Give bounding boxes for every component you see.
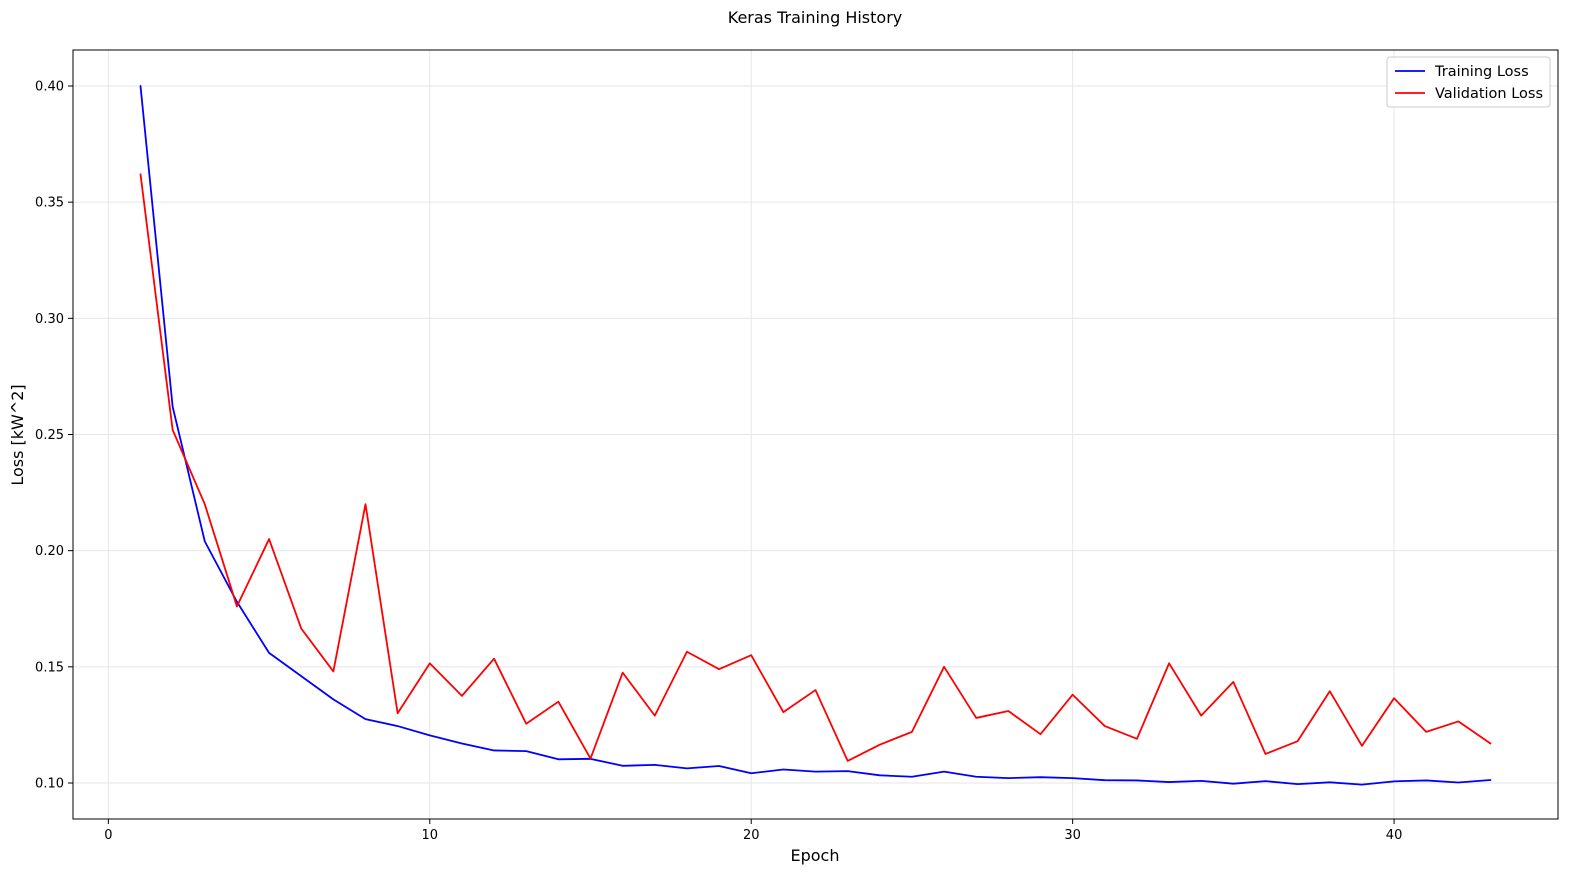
y-tick-label: 0.10 (35, 776, 64, 791)
series-line-validation-loss (139, 173, 1492, 762)
x-tick-label: 0 (104, 828, 112, 843)
y-tick-label: 0.40 (35, 80, 64, 95)
chart-title: Keras Training History (728, 8, 902, 27)
grid-layer (73, 50, 1558, 819)
ticks-layer: 0 10 20 30 40 0.10 0.15 0.20 0.25 0.30 0.35 0.40 (35, 80, 1402, 843)
x-tick-label: 10 (422, 828, 439, 843)
legend: Training Loss Validation Loss (1386, 56, 1551, 108)
x-tick-label: 30 (1064, 828, 1081, 843)
y-tick-label: 0.20 (35, 544, 64, 559)
series-layer (139, 85, 1492, 786)
x-axis-title: Epoch (791, 846, 840, 865)
y-axis-title: Loss [kW^2] (8, 384, 27, 485)
x-tick-label: 40 (1386, 828, 1403, 843)
legend-box (1386, 56, 1551, 108)
x-tick-label: 20 (743, 828, 760, 843)
series-line-training-loss (139, 85, 1492, 786)
y-tick-label: 0.35 (35, 196, 64, 211)
legend-label-validation-loss: Validation Loss (1435, 86, 1543, 102)
legend-label-training-loss: Training Loss (1434, 64, 1529, 80)
y-tick-label: 0.15 (35, 660, 64, 675)
y-tick-label: 0.25 (35, 428, 64, 443)
y-tick-label: 0.30 (35, 312, 64, 327)
